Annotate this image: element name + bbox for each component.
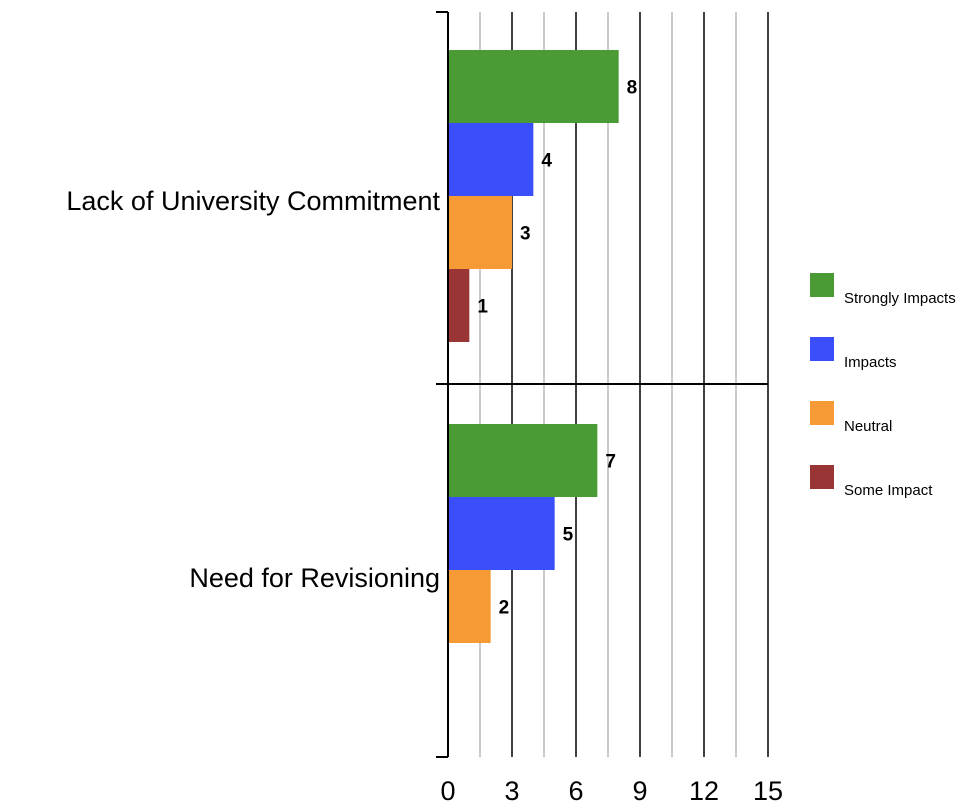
x-tick-label: 6 — [568, 776, 583, 806]
legend: Strongly Impacts Impacts Neutral Some Impac… — [810, 273, 956, 499]
axis-layer: Lack of University Commitment Need for R… — [66, 11, 768, 758]
bar-value-label: 8 — [627, 78, 638, 99]
bar — [448, 196, 512, 269]
x-tick-label: 12 — [689, 776, 719, 806]
legend-swatch — [810, 465, 834, 489]
bar — [448, 570, 491, 643]
bar — [448, 269, 470, 342]
x-tick-labels: 0 3 6 9 12 15 — [440, 776, 783, 806]
category-label: Lack of University Commitment — [66, 186, 440, 216]
legend-swatch — [810, 273, 834, 297]
bar-value-label: 7 — [605, 452, 616, 473]
legend-label: Strongly Impacts — [844, 290, 956, 307]
x-tick-label: 9 — [632, 776, 647, 806]
bar — [448, 497, 555, 570]
bars-layer: 8 4 3 1 7 5 2 — [448, 50, 637, 643]
legend-swatch — [810, 337, 834, 361]
legend-label: Neutral — [844, 418, 892, 435]
x-tick-label: 3 — [504, 776, 519, 806]
bar — [448, 50, 619, 123]
x-tick-label: 15 — [753, 776, 783, 806]
bar-value-label: 5 — [563, 525, 574, 546]
bar-value-label: 4 — [541, 151, 552, 172]
category-label: Need for Revisioning — [189, 563, 440, 593]
bar-value-label: 1 — [477, 297, 488, 318]
legend-swatch — [810, 401, 834, 425]
bar — [448, 123, 534, 196]
legend-label: Some Impact — [844, 482, 933, 499]
bar-value-label: 3 — [520, 224, 531, 245]
bar — [448, 424, 598, 497]
legend-label: Impacts — [844, 354, 897, 371]
bar-value-label: 2 — [499, 598, 510, 619]
x-tick-label: 0 — [440, 776, 455, 806]
